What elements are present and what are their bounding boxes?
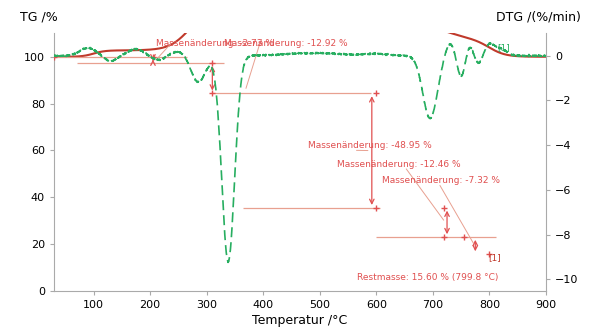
Text: Massenänderung: -12.46 %: Massenänderung: -12.46 % [337, 160, 460, 169]
Text: TG /%: TG /% [20, 10, 58, 23]
Text: [1]: [1] [497, 43, 509, 52]
Text: Massenänderung: -7.32 %: Massenänderung: -7.32 % [382, 176, 500, 185]
Text: Massenänderung: -12.92 %: Massenänderung: -12.92 % [224, 39, 347, 48]
Text: Restmasse: 15.60 % (799.8 °C): Restmasse: 15.60 % (799.8 °C) [356, 274, 498, 282]
X-axis label: Temperatur /°C: Temperatur /°C [253, 314, 347, 327]
Text: Massenänderung: -48.95 %: Massenänderung: -48.95 % [308, 141, 432, 150]
Text: Massenänderung: -2.73 %: Massenänderung: -2.73 % [156, 39, 274, 48]
Text: DTG /(%/min): DTG /(%/min) [496, 10, 580, 23]
Text: [1]: [1] [488, 253, 500, 262]
